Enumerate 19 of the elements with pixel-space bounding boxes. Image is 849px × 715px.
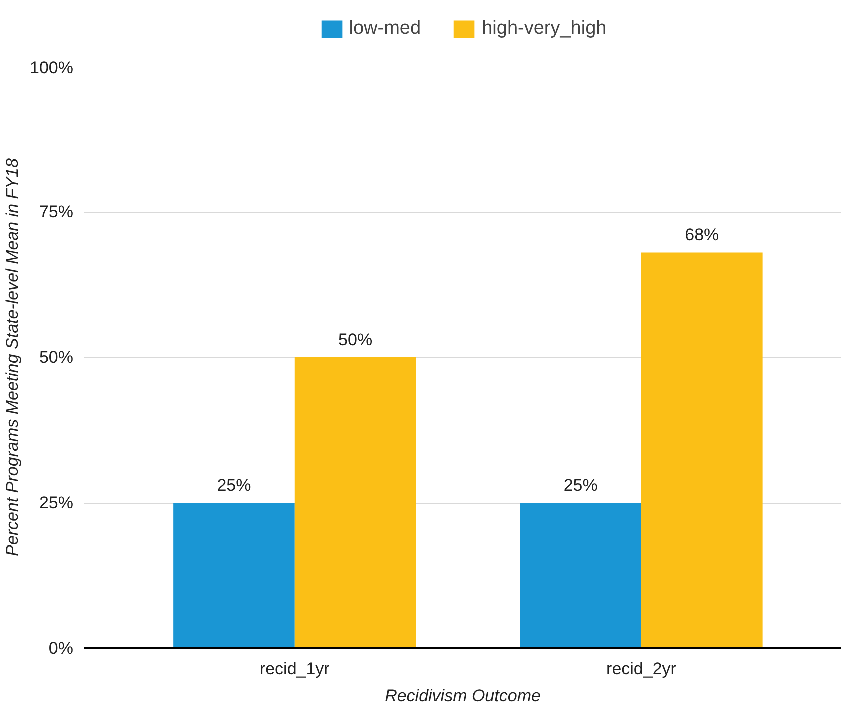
bar [520, 503, 642, 648]
legend-label: low-med [349, 18, 422, 40]
y-tick-label: 100% [30, 58, 74, 78]
x-axis-title: Recidivism Outcome [385, 686, 541, 706]
data-label: 25% [564, 476, 598, 495]
y-tick-label: 75% [39, 202, 74, 222]
bar [642, 252, 763, 648]
data-label: 68% [685, 226, 720, 245]
data-label: 50% [338, 330, 373, 350]
y-axis-title: Percent Programs Meeting State-level Mean in FY18 [3, 158, 22, 556]
data-label: 25% [217, 476, 252, 495]
x-tick-label: recid_1yr [260, 660, 330, 678]
y-tick-label: 50% [39, 348, 74, 367]
bar [174, 503, 295, 648]
y-tick-label: 0% [48, 639, 74, 658]
x-tick-label: recid_2yr [606, 660, 677, 678]
y-tick-label: 25% [39, 494, 74, 512]
legend-label: high-very_high [482, 18, 607, 40]
bar [294, 358, 416, 648]
